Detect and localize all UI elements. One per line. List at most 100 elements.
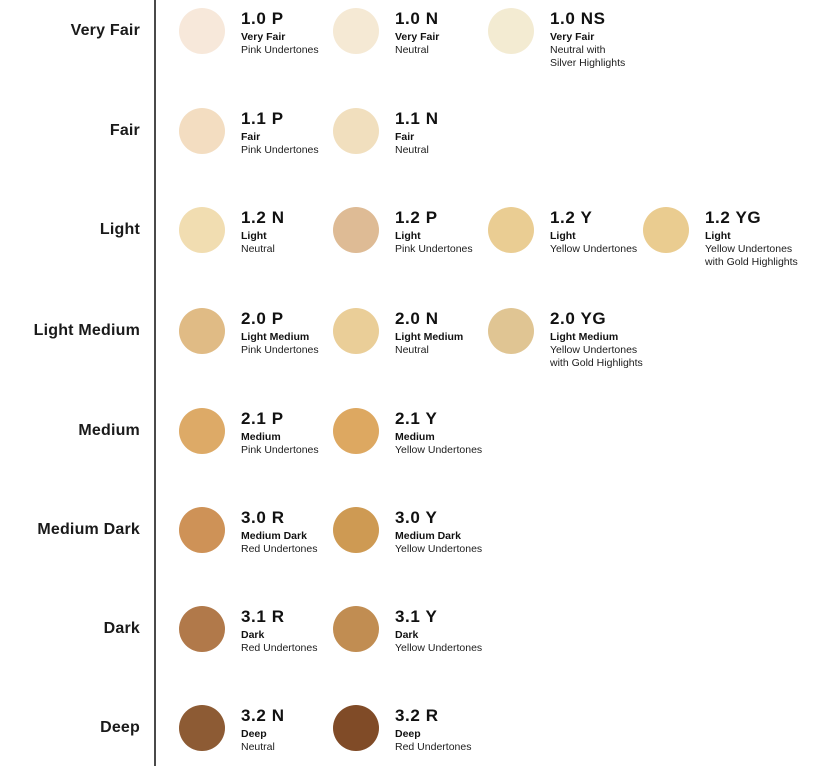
shade-swatch	[179, 108, 225, 154]
shade-code: 1.2 P	[395, 208, 438, 227]
shade-entry: 1.2 P Light Pink Undertones	[333, 207, 513, 256]
shade-info: 3.0 R Medium Dark Red Undertones	[241, 507, 359, 556]
shade-undertone: Red Undertones	[241, 543, 318, 555]
row-label: Very Fair	[70, 22, 140, 39]
shade-row-light-medium: Light Medium 2.0 P Light Medium Pink Und…	[0, 308, 839, 369]
shade-info: 1.0 N Very Fair Neutral	[395, 8, 513, 57]
shade-undertone: Yellow Undertones with Gold Highlights	[705, 243, 798, 268]
shade-undertone: Yellow Undertones	[395, 642, 483, 654]
row-label: Fair	[109, 122, 140, 139]
shade-entry: 1.1 P Fair Pink Undertones	[179, 108, 359, 157]
row-label: Light	[99, 221, 140, 238]
shade-undertone: Pink Undertones	[241, 344, 319, 356]
shade-name: Very Fair	[550, 31, 595, 43]
shade-swatch	[333, 507, 379, 553]
shade-name: Dark	[241, 629, 265, 641]
shade-swatch	[333, 606, 379, 652]
shade-undertone: Neutral	[395, 144, 429, 156]
shade-swatch	[179, 606, 225, 652]
shade-name: Medium	[395, 431, 435, 443]
shade-entry: 3.1 Y Dark Yellow Undertones	[333, 606, 513, 655]
shade-info: 1.0 P Very Fair Pink Undertones	[241, 8, 359, 57]
shade-row-fair: Fair 1.1 P Fair Pink Undertones 1.1 N Fa…	[0, 108, 839, 157]
shade-swatch	[179, 408, 225, 454]
shade-swatch	[488, 8, 534, 54]
shade-swatch	[333, 308, 379, 354]
shade-undertone: Neutral	[395, 344, 429, 356]
shade-code: 3.2 N	[241, 706, 285, 725]
shade-undertone: Neutral	[241, 741, 275, 753]
shade-undertone: Yellow Undertones	[550, 243, 638, 255]
shade-name: Light	[395, 230, 421, 242]
shade-entry: 3.1 R Dark Red Undertones	[179, 606, 359, 655]
shade-entry: 2.0 YG Light Medium Yellow Undertones wi…	[488, 308, 668, 370]
shade-name: Very Fair	[241, 31, 286, 43]
shade-code: 1.0 N	[395, 9, 439, 28]
shade-swatch	[643, 207, 689, 253]
shade-info: 2.0 P Light Medium Pink Undertones	[241, 308, 359, 357]
shade-undertone: Pink Undertones	[241, 44, 319, 56]
shade-code: 3.0 R	[241, 508, 285, 527]
shade-info: 3.2 N Deep Neutral	[241, 705, 359, 754]
shade-code: 1.0 NS	[550, 9, 606, 28]
shade-code: 1.0 P	[241, 9, 284, 28]
shade-name: Very Fair	[395, 31, 440, 43]
shade-entry: 1.0 N Very Fair Neutral	[333, 8, 513, 57]
shade-swatch	[333, 207, 379, 253]
shade-code: 2.1 Y	[395, 409, 438, 428]
shade-swatch	[179, 207, 225, 253]
shade-info: 1.2 YG Light Yellow Undertones with Gold…	[705, 207, 823, 269]
shade-undertone: Yellow Undertones with Gold Highlights	[550, 344, 643, 369]
shade-info: 3.2 R Deep Red Undertones	[395, 705, 513, 754]
shade-swatch	[179, 507, 225, 553]
shade-info: 2.1 Y Medium Yellow Undertones	[395, 408, 513, 457]
shade-entry: 3.2 R Deep Red Undertones	[333, 705, 513, 754]
shade-code: 1.1 P	[241, 109, 284, 128]
shade-info: 3.0 Y Medium Dark Yellow Undertones	[395, 507, 513, 556]
row-label: Medium Dark	[37, 521, 140, 538]
shade-code: 2.1 P	[241, 409, 284, 428]
shade-code: 1.2 YG	[705, 208, 762, 227]
shade-swatch	[333, 108, 379, 154]
shade-undertone: Pink Undertones	[395, 243, 473, 255]
shade-undertone: Neutral	[241, 243, 275, 255]
shade-code: 3.0 Y	[395, 508, 438, 527]
shade-undertone: Yellow Undertones	[395, 444, 483, 456]
shade-row-medium-dark: Medium Dark 3.0 R Medium Dark Red Undert…	[0, 507, 839, 556]
shade-swatch	[179, 308, 225, 354]
shade-swatch	[179, 705, 225, 751]
shade-info: 2.0 YG Light Medium Yellow Undertones wi…	[550, 308, 668, 370]
row-label: Deep	[100, 719, 140, 736]
shade-info: 1.2 Y Light Yellow Undertones	[550, 207, 668, 256]
shade-code: 2.0 N	[395, 309, 439, 328]
shade-name: Medium Dark	[241, 530, 307, 542]
shade-row-dark: Dark 3.1 R Dark Red Undertones 3.1 Y Dar…	[0, 606, 839, 655]
shade-name: Fair	[241, 131, 261, 143]
shade-name: Light Medium	[395, 331, 464, 343]
shade-code: 2.0 P	[241, 309, 284, 328]
shade-name: Fair	[395, 131, 415, 143]
shade-entry: 2.0 N Light Medium Neutral	[333, 308, 513, 357]
shade-name: Light Medium	[550, 331, 619, 343]
shade-name: Deep	[241, 728, 267, 740]
shade-code: 3.2 R	[395, 706, 439, 725]
shade-entry: 2.1 P Medium Pink Undertones	[179, 408, 359, 457]
shade-undertone: Neutral with Silver Highlights	[550, 44, 626, 69]
shade-entry: 1.0 NS Very Fair Neutral with Silver Hig…	[488, 8, 668, 70]
shade-entry: 1.2 N Light Neutral	[179, 207, 359, 256]
shade-undertone: Red Undertones	[241, 642, 318, 654]
shade-name: Deep	[395, 728, 421, 740]
shade-entry: 3.2 N Deep Neutral	[179, 705, 359, 754]
shade-undertone: Red Undertones	[395, 741, 472, 753]
shade-info: 1.2 N Light Neutral	[241, 207, 359, 256]
shade-entry: 2.1 Y Medium Yellow Undertones	[333, 408, 513, 457]
shade-entry: 3.0 Y Medium Dark Yellow Undertones	[333, 507, 513, 556]
shade-entry: 1.1 N Fair Neutral	[333, 108, 513, 157]
shade-name: Dark	[395, 629, 419, 641]
shade-code: 2.0 YG	[550, 309, 607, 328]
shade-info: 3.1 Y Dark Yellow Undertones	[395, 606, 513, 655]
shade-info: 2.1 P Medium Pink Undertones	[241, 408, 359, 457]
shade-swatch	[333, 705, 379, 751]
shade-name: Medium	[241, 431, 281, 443]
